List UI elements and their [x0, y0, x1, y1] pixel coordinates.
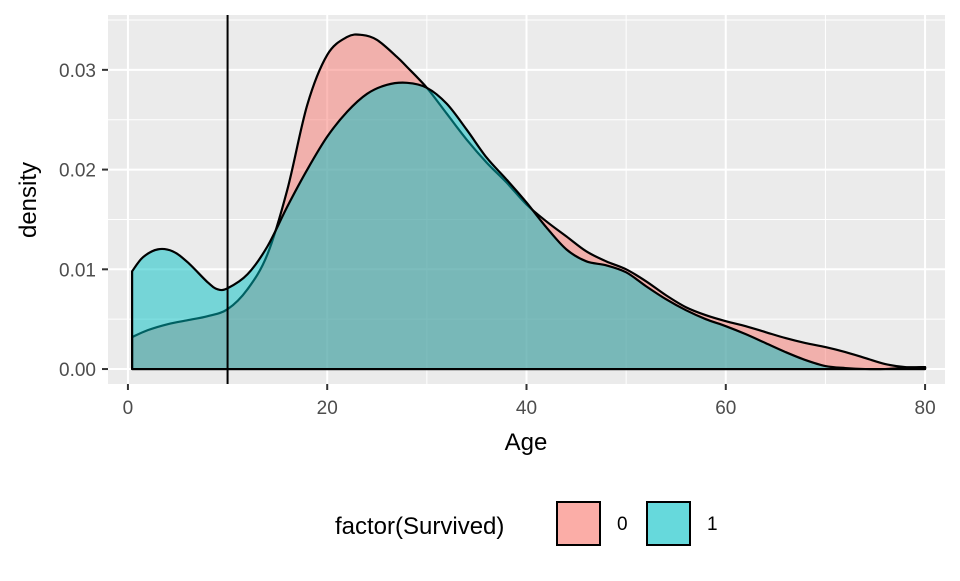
y-tick-label: 0.02	[59, 161, 96, 182]
x-tick-label: 80	[915, 398, 936, 419]
y-tick-label: 0.01	[59, 260, 96, 281]
legend-title: factor(Survived)	[335, 513, 504, 540]
axis-layer: 0 20 40 60 80 0.00 0.01 0.02 0.03	[59, 61, 936, 419]
legend-key-0	[556, 501, 601, 546]
x-tick-label: 20	[317, 398, 338, 419]
legend-key-1	[646, 501, 691, 546]
legend-label-1: 1	[707, 514, 718, 535]
x-tick-label: 40	[516, 398, 537, 419]
legend-label-0: 0	[617, 514, 628, 535]
y-tick-label: 0.00	[59, 360, 96, 381]
x-axis-title: Age	[505, 429, 548, 456]
y-tick-label: 0.03	[59, 61, 96, 82]
x-tick-label: 60	[715, 398, 736, 419]
x-tick-label: 0	[123, 398, 134, 419]
y-axis-title: density	[15, 162, 42, 238]
